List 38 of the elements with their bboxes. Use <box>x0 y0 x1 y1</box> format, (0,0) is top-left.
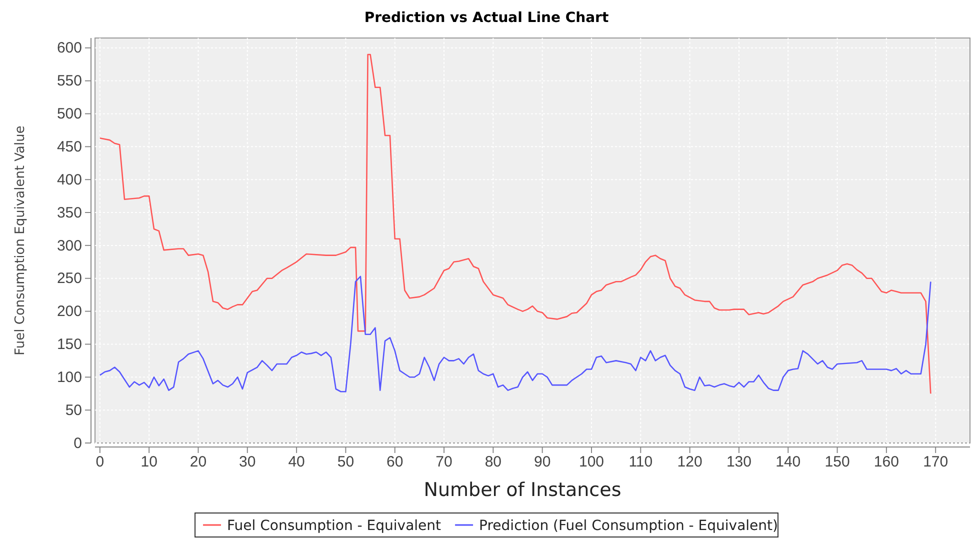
y-tick-label: 450 <box>56 138 82 156</box>
x-tick-label: 80 <box>484 454 502 471</box>
x-tick-label: 110 <box>628 454 653 471</box>
x-tick-label: 100 <box>578 454 604 471</box>
line-series <box>99 276 932 392</box>
y-tick-label: 150 <box>56 336 82 354</box>
y-axis-title: Fuel Consumption Equivalent Value <box>13 126 28 356</box>
y-tick-label: 400 <box>56 171 82 188</box>
y-tick-label: 600 <box>56 40 82 57</box>
y-tick-label: 250 <box>56 270 82 288</box>
x-tick-label: 0 <box>96 454 104 471</box>
x-tick-label: 160 <box>874 454 899 471</box>
legend-label: Prediction (Fuel Consumption - Equivalent) <box>479 518 778 534</box>
x-tick-label: 130 <box>726 454 752 471</box>
legend-label: Fuel Consumption - Equivalent <box>227 518 442 534</box>
x-tick-label: 40 <box>288 454 305 471</box>
x-tick-label: 90 <box>534 454 551 471</box>
y-tick-label: 300 <box>56 237 82 254</box>
y-tick-label: 550 <box>56 72 82 90</box>
y-tick-label: 100 <box>56 368 82 386</box>
x-tick-label: 50 <box>337 454 354 471</box>
x-tick-label: 70 <box>436 454 452 471</box>
y-tick-label: 350 <box>56 204 82 222</box>
x-tick-label: 140 <box>776 454 801 471</box>
x-tick-label: 150 <box>824 454 850 471</box>
y-tick-label: 200 <box>56 303 82 320</box>
y-tick-label: 500 <box>56 106 82 123</box>
line-series <box>99 54 932 394</box>
x-tick-label: 170 <box>923 454 948 471</box>
x-tick-label: 10 <box>140 454 158 471</box>
x-tick-label: 30 <box>239 454 256 471</box>
x-tick-label: 120 <box>677 454 702 471</box>
x-axis-title: Number of Instances <box>424 479 622 501</box>
y-tick-label: 0 <box>74 434 82 452</box>
chart-title: Prediction vs Actual Line Chart <box>364 10 609 26</box>
y-tick-label: 50 <box>65 402 82 419</box>
x-tick-label: 20 <box>190 454 207 471</box>
x-tick-label: 60 <box>386 454 404 471</box>
